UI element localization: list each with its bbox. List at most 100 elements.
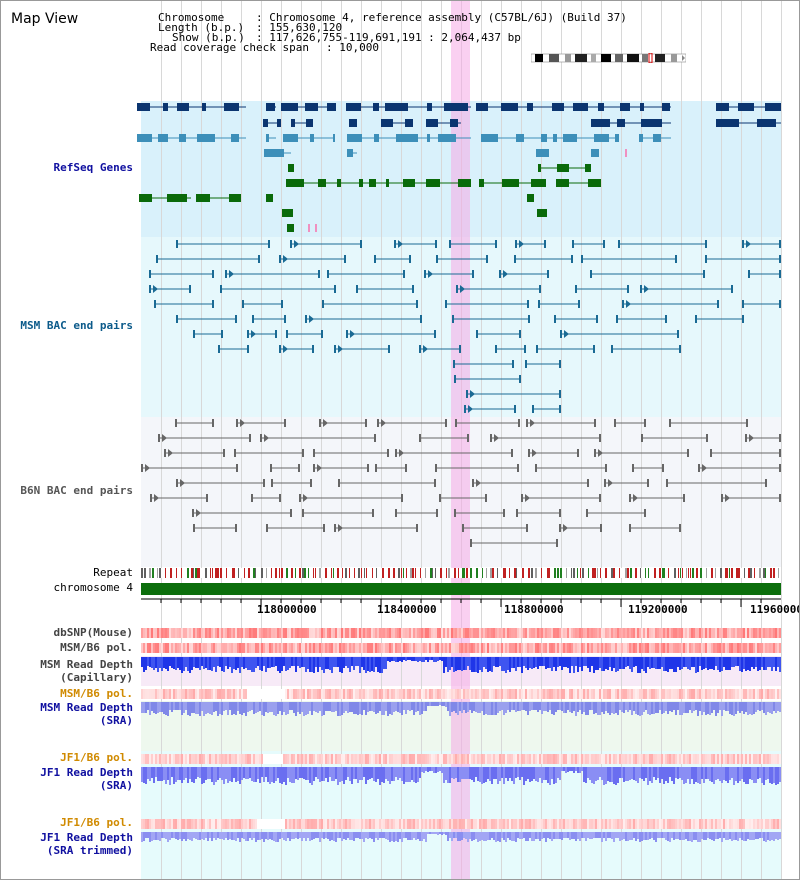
depth-bar	[435, 657, 437, 662]
depth-bar	[739, 767, 741, 781]
dbsnp-cell	[383, 628, 385, 638]
depth-bar	[363, 657, 365, 670]
pol-cell	[617, 643, 619, 653]
dbsnp-cell	[725, 628, 727, 638]
depth-bar	[411, 832, 413, 840]
pol-cell	[749, 689, 751, 699]
depth-bar	[331, 702, 333, 712]
dbsnp-cell	[465, 628, 467, 638]
depth-bar	[419, 657, 421, 661]
dbsnp-cell	[543, 628, 545, 638]
msm-bac-track-label[interactable]: MSM BAC end pairs	[20, 319, 133, 332]
dbsnp-cell	[763, 628, 765, 638]
depth-bar	[173, 767, 175, 784]
pol-cell	[551, 689, 553, 699]
pol-cell	[447, 643, 449, 653]
depth-bar	[473, 657, 475, 672]
depth-bar	[271, 702, 273, 712]
pol-cell	[293, 754, 295, 764]
pol-cell	[229, 689, 231, 699]
msm-read-depth-sra-label[interactable]: MSM Read Depth	[40, 701, 133, 714]
depth-bar	[767, 657, 769, 667]
depth-bar	[607, 767, 609, 781]
depth-bar	[159, 832, 161, 841]
depth-bar	[773, 657, 775, 667]
depth-bar	[749, 657, 751, 671]
depth-bar	[409, 657, 411, 660]
repeat-mark	[401, 568, 402, 578]
b6n-bac-end	[206, 494, 208, 502]
pol-cell	[165, 689, 167, 699]
pol-cell	[407, 689, 409, 699]
depth-bar	[771, 767, 773, 784]
pol-cell	[721, 689, 723, 699]
b6n-bac-end	[212, 419, 214, 427]
depth-bar	[601, 832, 603, 842]
pol-cell	[207, 689, 209, 699]
pol-cell	[225, 754, 227, 764]
pol-cell	[393, 689, 395, 699]
gene-exon	[450, 119, 458, 127]
jf1-b6-pol-trim-label[interactable]: JF1/B6 pol.	[60, 816, 133, 829]
pol-cell	[719, 819, 721, 829]
depth-bar	[577, 702, 579, 712]
depth-bar	[187, 832, 189, 839]
depth-bar	[587, 767, 589, 778]
depth-bar	[777, 767, 779, 784]
b6n-bac-track-label[interactable]: B6N BAC end pairs	[20, 484, 133, 497]
repeat-mark	[645, 568, 646, 578]
pol-cell	[511, 819, 513, 829]
depth-bar	[201, 702, 203, 711]
pol-cell	[269, 819, 271, 829]
msm-b6-pol-sra-label[interactable]: MSM/B6 pol.	[60, 687, 133, 700]
pol-cell	[295, 689, 297, 699]
pol-cell	[555, 689, 557, 699]
dbsnp-cell	[453, 628, 455, 638]
pol-cell	[547, 689, 549, 699]
pol-cell	[285, 643, 287, 653]
pol-cell	[449, 754, 451, 764]
pol-cell	[449, 689, 451, 699]
pol-cell	[165, 754, 167, 764]
msm-bac-end	[742, 315, 744, 323]
depth-bar	[653, 832, 655, 840]
chromosome-ideogram[interactable]	[531, 53, 686, 63]
jf1-read-depth-trim-label[interactable]: JF1 Read Depth	[40, 831, 133, 844]
pol-cell	[321, 819, 323, 829]
jf1-b6-pol-label[interactable]: JF1/B6 pol.	[60, 751, 133, 764]
pol-cell	[287, 819, 289, 829]
depth-bar	[267, 702, 269, 713]
gene-exon	[327, 103, 336, 111]
pol-cell	[563, 819, 565, 829]
depth-bar	[507, 832, 509, 838]
depth-bar	[539, 657, 541, 666]
chromosome-label: Chromosome	[158, 11, 225, 24]
jf1-read-depth-sra-label[interactable]: JF1 Read Depth	[40, 766, 133, 779]
dbsnp-track-label[interactable]: dbSNP(Mouse)	[53, 626, 133, 639]
pol-cell	[339, 819, 341, 829]
pol-cell	[277, 643, 279, 653]
msm-b6-pol-label[interactable]: MSM/B6 pol.	[60, 641, 133, 654]
depth-bar	[591, 657, 593, 666]
msm-bac-end	[258, 255, 260, 263]
msm-read-depth-capillary-label[interactable]: MSM Read Depth	[40, 658, 133, 671]
depth-bar	[769, 767, 771, 783]
dbsnp-cell	[253, 628, 255, 638]
depth-bar	[375, 832, 377, 838]
depth-bar	[439, 657, 441, 660]
depth-bar	[593, 767, 595, 784]
pol-cell	[475, 819, 477, 829]
repeat-mark	[725, 568, 727, 578]
depth-bar	[481, 767, 483, 784]
dbsnp-cell	[239, 628, 241, 638]
depth-bar	[157, 832, 159, 840]
pol-cell	[659, 689, 661, 699]
depth-bar	[283, 657, 285, 666]
pol-cell	[709, 643, 711, 653]
refseq-track-label[interactable]: RefSeq Genes	[53, 161, 133, 174]
pol-cell	[421, 819, 423, 829]
pol-cell	[559, 689, 561, 699]
pol-cell	[267, 643, 269, 653]
dbsnp-cell	[539, 628, 541, 638]
